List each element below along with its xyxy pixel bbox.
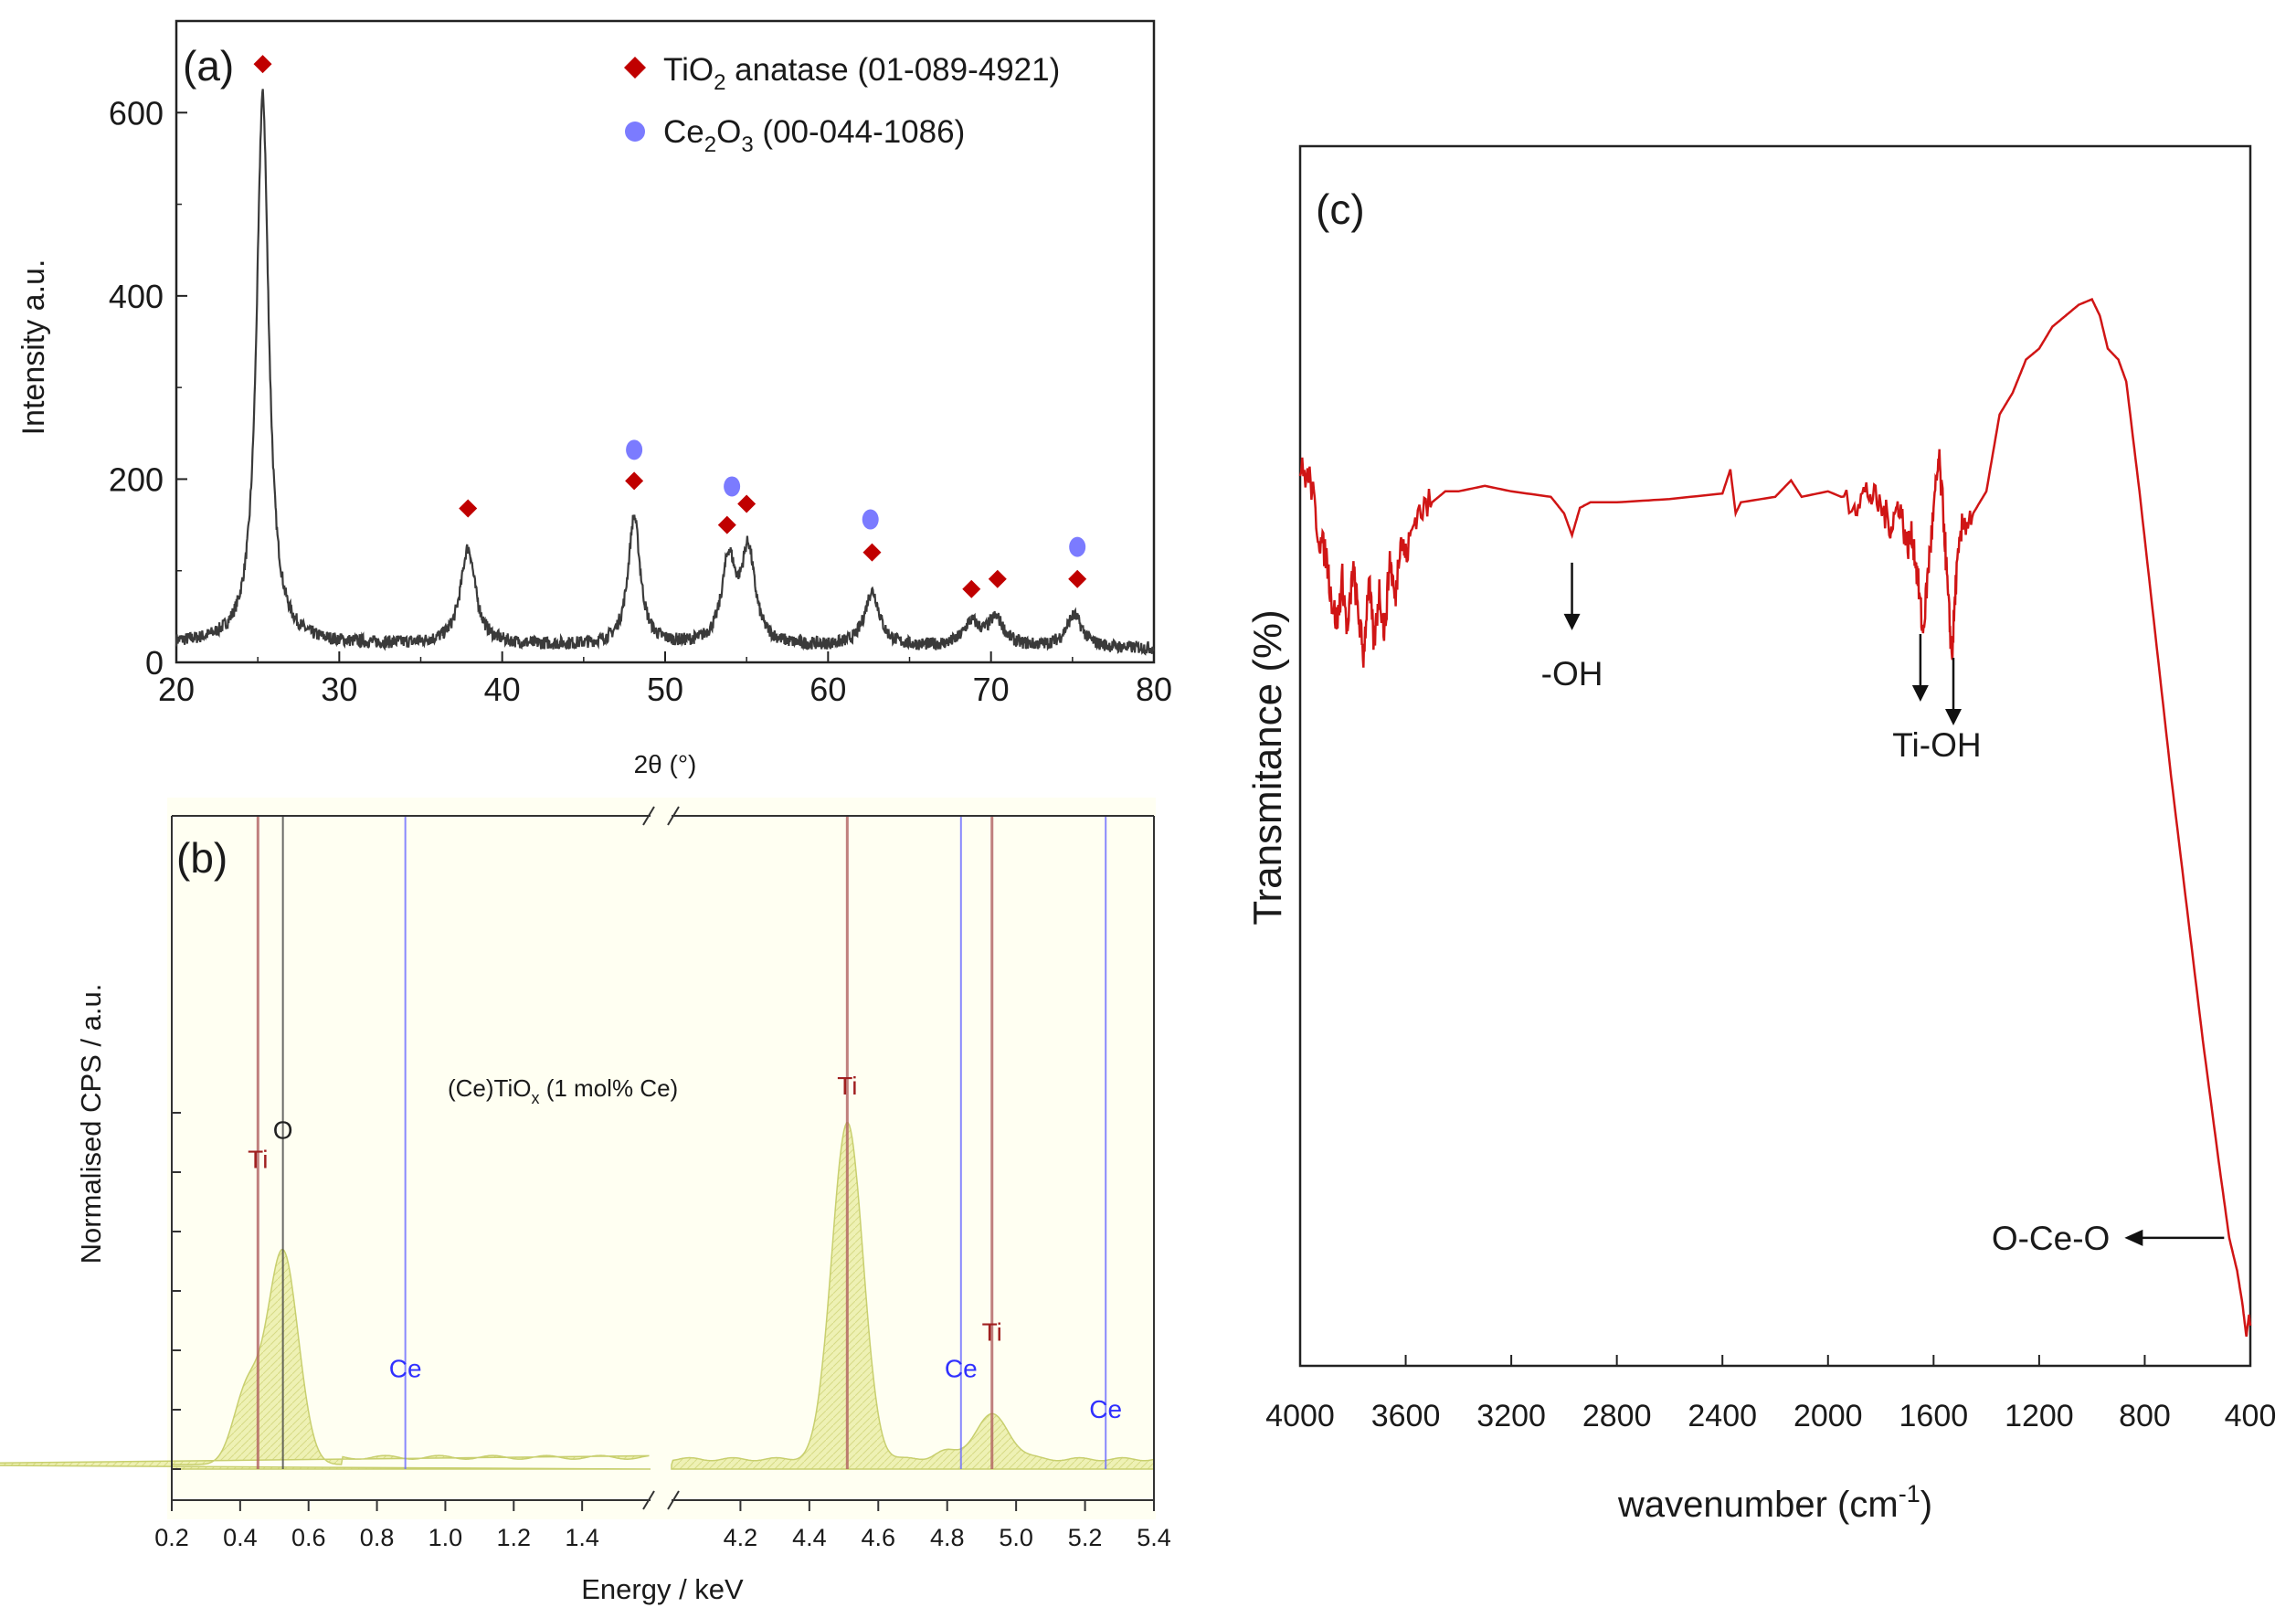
- legend-anatase-diamond-icon: [624, 57, 646, 79]
- axis-break-bottom-a: [642, 1490, 655, 1510]
- x-tick-label: 1.0: [429, 1524, 463, 1551]
- panel-b-y-axis-label: Normalised CPS / a.u.: [75, 984, 107, 1264]
- arrowhead: [1911, 684, 1929, 702]
- ce2o3-marker: [1069, 536, 1086, 557]
- panel-c-y-axis-label: Transmitance (%): [1245, 609, 1290, 925]
- anatase-marker: [962, 579, 981, 598]
- y-tick-label: 200: [109, 460, 164, 498]
- ce2o3-marker: [626, 439, 643, 460]
- edx-spectrum-areas: [0, 1121, 1155, 1470]
- x-tick-label: 5.2: [1068, 1524, 1103, 1551]
- panel-c-frame: [1298, 144, 2252, 1368]
- anatase-marker: [717, 515, 736, 534]
- panel-b-annotation: (Ce)TiOx (1 mol% Ce): [448, 1074, 678, 1107]
- x-tick-label: 50: [647, 671, 683, 708]
- x-tick-label: 1.2: [497, 1524, 532, 1551]
- annotation-label: -OH: [1541, 655, 1603, 693]
- x-tick-label: 5.4: [1137, 1524, 1171, 1551]
- anatase-marker: [862, 543, 882, 562]
- anatase-marker: [1068, 569, 1087, 588]
- x-tick-label: 2000: [1793, 1399, 1863, 1433]
- element-label-ti: Ti: [837, 1072, 857, 1100]
- panel-b-label: (b): [176, 834, 227, 882]
- x-tick-label: 60: [809, 671, 846, 708]
- x-tick-label: 1.4: [565, 1524, 599, 1551]
- x-tick-label: 4.8: [930, 1524, 965, 1551]
- panel-c-x-axis-label: wavenumber (cm-1): [1617, 1480, 1932, 1525]
- arrowhead: [1563, 613, 1581, 630]
- legend-ce2o3-label: Ce2O3 (00-044-1086): [663, 114, 965, 157]
- edx-area-high-energy: [671, 1121, 1155, 1470]
- element-label-ce: Ce: [945, 1355, 978, 1383]
- panel-b-x-axis-label: Energy / keV: [581, 1573, 744, 1605]
- panel-b-axes: 0.2 0.4 0.6 0.8 1.0 1.2 1.4 4.2 4.4 4.6 4.8 5.0 5.2 5…: [154, 806, 1171, 1551]
- x-tick-label: 5.0: [999, 1524, 1033, 1551]
- panel-a-legend: TiO2 anatase (01-089-4921) Ce2O3 (00-044…: [624, 52, 1060, 157]
- axis-break-bottom-b: [667, 1490, 680, 1510]
- x-tick-label: 20: [158, 671, 195, 708]
- x-tick-label: 800: [2119, 1399, 2171, 1433]
- element-label-ce: Ce: [389, 1355, 422, 1383]
- legend-ce2o3-circle-icon: [625, 122, 645, 142]
- panel-c-annotations: -OH Ti-OH O-Ce-O: [1541, 562, 2225, 1257]
- x-tick-label: 40: [484, 671, 521, 708]
- panel-c-label: (c): [1316, 185, 1365, 233]
- x-tick-label: 400: [2225, 1399, 2277, 1433]
- x-tick-label: 4.2: [724, 1524, 758, 1551]
- x-tick-label: 2400: [1688, 1399, 1757, 1433]
- xrd-pattern-line: [175, 89, 1155, 656]
- arrowhead: [1945, 709, 1962, 726]
- x-tick-label: 4.6: [862, 1524, 896, 1551]
- y-tick-label: 0: [145, 644, 164, 682]
- panel-a-x-ticks: 20 30 40 50 60 70 80: [158, 651, 1172, 708]
- edx-area-low-energy: [0, 1248, 651, 1470]
- axis-break-top-b: [667, 806, 680, 826]
- x-tick-label: 0.2: [154, 1524, 189, 1551]
- x-tick-label: 3600: [1371, 1399, 1441, 1433]
- element-label-o: O: [273, 1116, 293, 1144]
- anatase-marker: [459, 499, 478, 518]
- panel-b-background: [167, 798, 1156, 1519]
- x-tick-label: 80: [1136, 671, 1172, 708]
- y-tick-label: 400: [109, 278, 164, 315]
- x-tick-label: 0.4: [223, 1524, 258, 1551]
- legend-anatase-label: TiO2 anatase (01-089-4921): [663, 52, 1060, 95]
- panel-a-xrd: 20 30 40 50 60 70 80 0 200 400 600 (a) 2θ (°) Int…: [16, 19, 1172, 778]
- panel-c-x-ticks: 4000 3600 3200 2800 2400 2000 1600 1200 800 400: [1265, 1355, 2276, 1433]
- panel-a-x-axis-label: 2θ (°): [634, 750, 697, 778]
- panel-c-ftir: 4000 3600 3200 2800 2400 2000 1600 1200 800 400 -…: [1245, 144, 2276, 1525]
- anatase-marker: [988, 569, 1007, 588]
- x-tick-label: 2800: [1582, 1399, 1652, 1433]
- panel-a-y-axis-label: Intensity a.u.: [16, 259, 51, 436]
- x-tick-label: 0.8: [360, 1524, 395, 1551]
- x-tick-label: 4.4: [792, 1524, 827, 1551]
- ce2o3-marker: [862, 509, 879, 530]
- element-label-ti: Ti: [248, 1146, 268, 1174]
- x-tick-label: 4000: [1265, 1399, 1335, 1433]
- x-tick-label: 1200: [2005, 1399, 2074, 1433]
- axis-break-top-a: [642, 806, 655, 826]
- anatase-marker: [737, 494, 757, 513]
- annotation-label: O-Ce-O: [1992, 1220, 2111, 1257]
- arrowhead: [2124, 1229, 2143, 1246]
- anatase-marker: [253, 55, 272, 74]
- x-tick-label: 70: [973, 671, 1010, 708]
- ftir-spectrum-line: [1298, 297, 2252, 1338]
- ce2o3-marker: [724, 476, 741, 497]
- y-tick-label: 600: [109, 94, 164, 132]
- x-tick-label: 1600: [1899, 1399, 1969, 1433]
- x-tick-label: 30: [321, 671, 357, 708]
- panel-a-label: (a): [183, 42, 234, 90]
- x-tick-label: 3200: [1476, 1399, 1546, 1433]
- annotation-label: Ti-OH: [1892, 726, 1981, 764]
- element-label-ti: Ti: [982, 1317, 1002, 1346]
- panel-a-y-ticks: 0 200 400 600: [109, 94, 187, 682]
- anatase-marker: [625, 471, 644, 491]
- element-label-ce: Ce: [1089, 1395, 1122, 1423]
- x-tick-label: 0.6: [291, 1524, 326, 1551]
- xrd-phase-markers: [253, 55, 1087, 598]
